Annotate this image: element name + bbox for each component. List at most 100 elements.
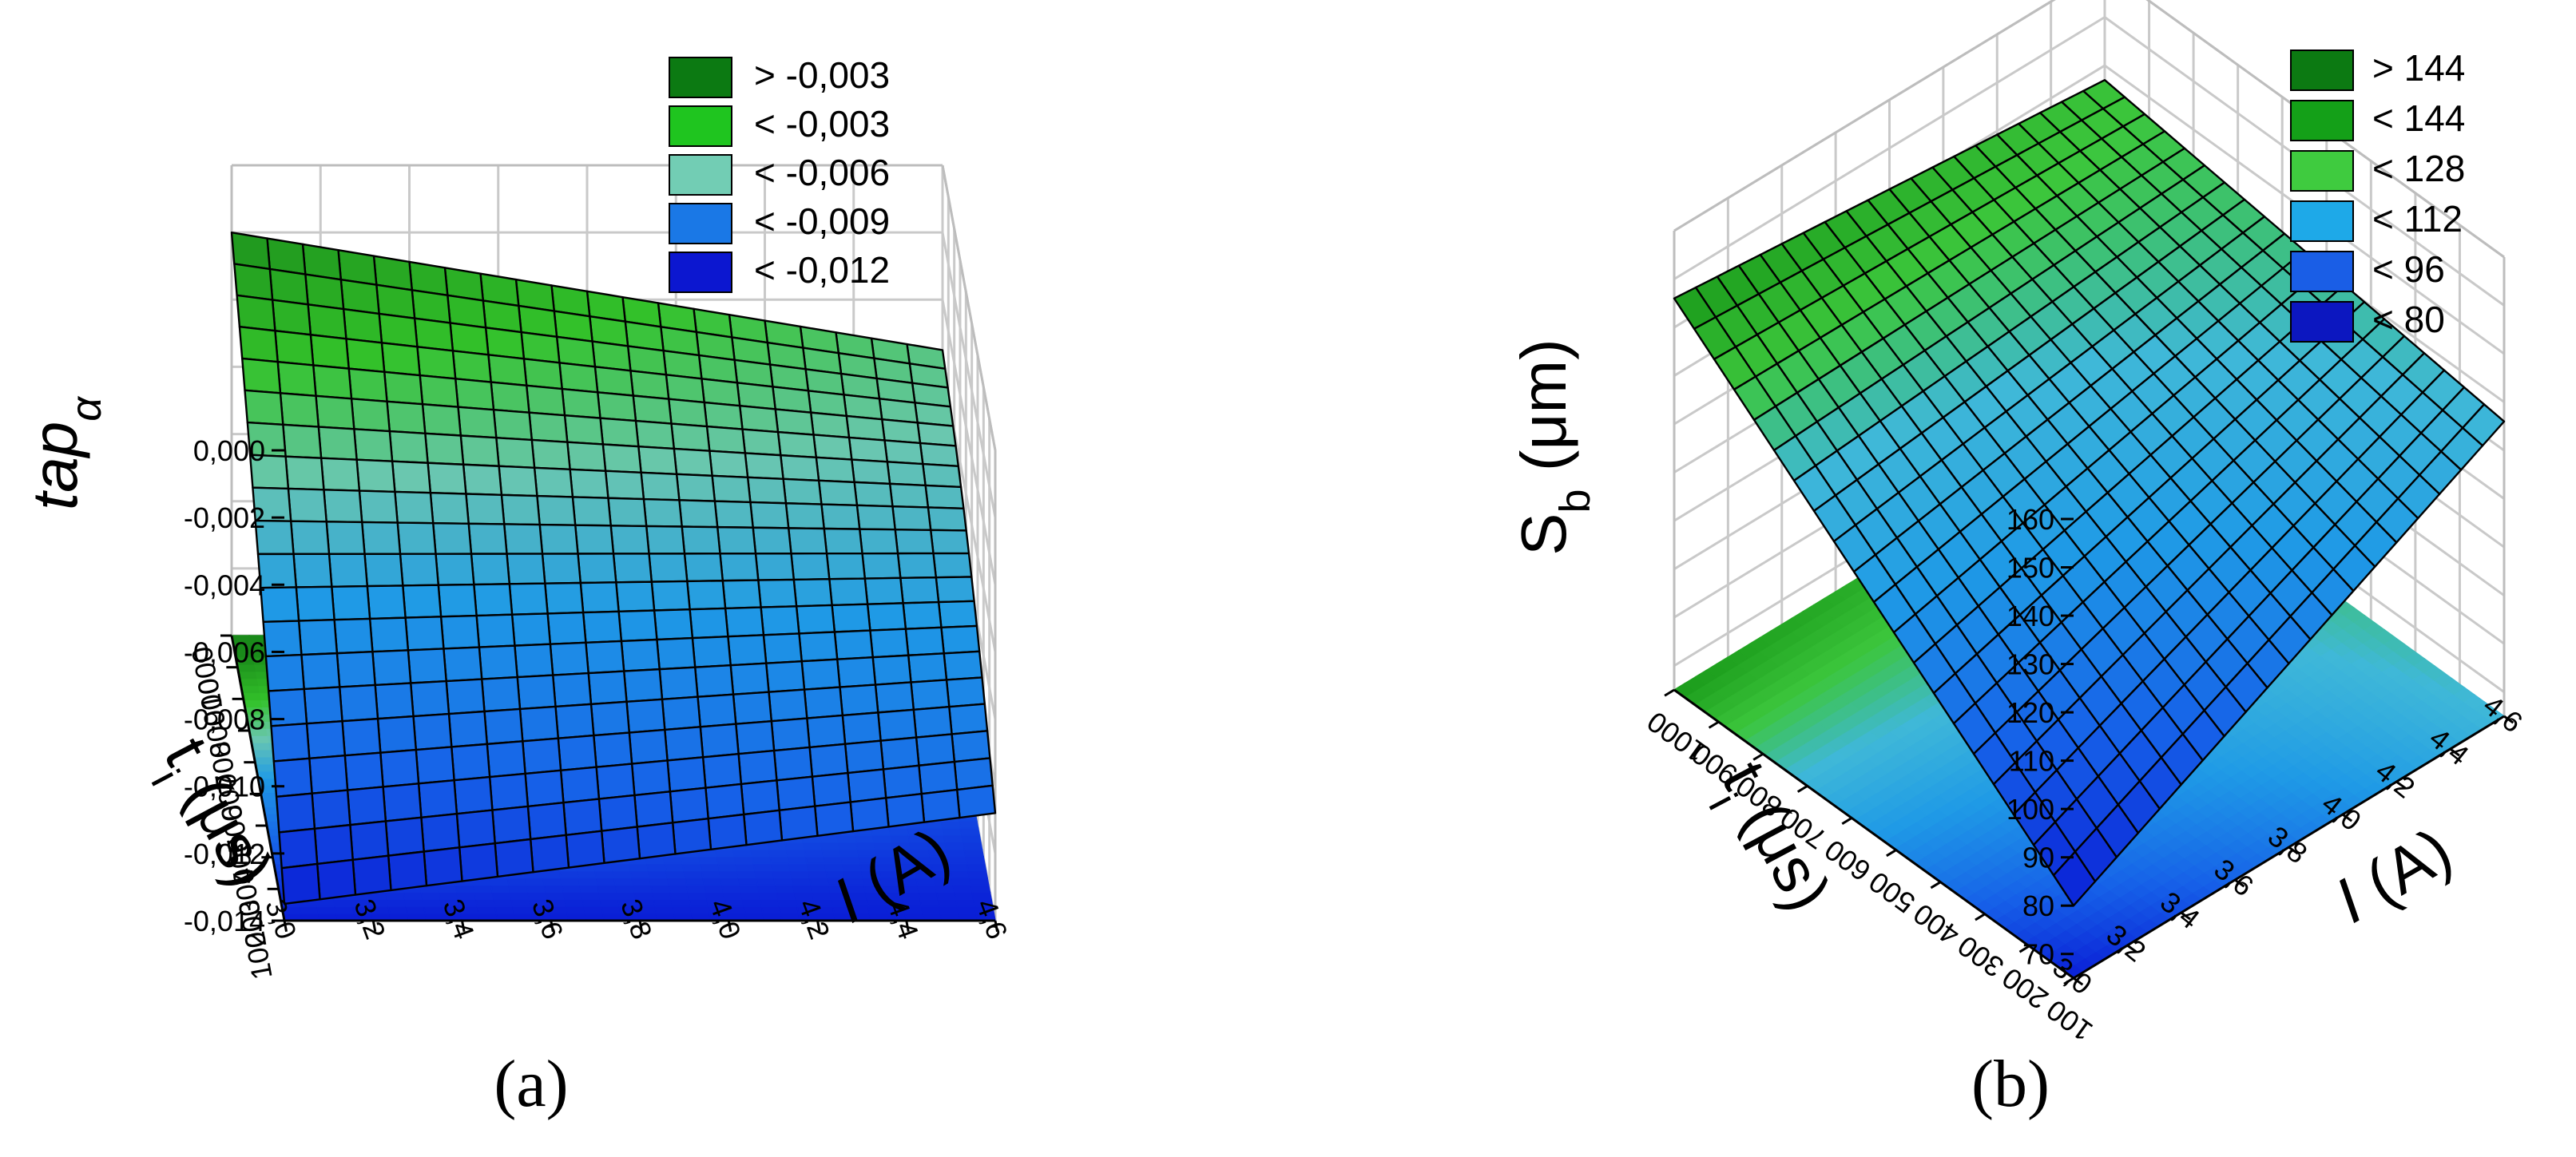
floor-cell (758, 891, 779, 900)
floor-cell (810, 884, 832, 894)
surface-cell (918, 760, 959, 795)
surface-cell (383, 370, 424, 406)
surface-cell (633, 790, 674, 828)
floor-cell (822, 855, 843, 865)
floor-cell (733, 855, 755, 865)
y-tick-mark (1664, 688, 1675, 697)
surface-cell (268, 267, 309, 306)
floor-cell (386, 898, 407, 907)
surface-cell (620, 638, 661, 672)
surface-cell (760, 605, 800, 636)
x-tick-mark (727, 920, 732, 933)
surface-cell (737, 749, 778, 786)
floor-cell (594, 870, 615, 879)
surface-cell (855, 504, 896, 531)
surface-cell (792, 578, 833, 608)
surface-cell (701, 378, 741, 407)
surface-cell (562, 798, 603, 837)
y-tick-label: 500 (1863, 866, 1921, 920)
surface-cell (943, 650, 983, 681)
surface-cell (951, 730, 991, 763)
side-wall-gridline (941, 299, 997, 585)
surface-cell (327, 553, 368, 588)
surface-cell (851, 458, 891, 485)
surface-cell (948, 703, 989, 735)
surface-cell (907, 652, 948, 684)
surface-cell (772, 746, 814, 782)
surface-cell (424, 432, 465, 466)
floor-cell (494, 905, 515, 914)
floor-cell (613, 877, 634, 886)
floor-cell (836, 834, 858, 843)
surface-cell (399, 553, 439, 587)
floor-cell (565, 905, 586, 914)
floor-cell (970, 884, 991, 894)
surface-cell (494, 838, 534, 878)
surface-cell (699, 723, 740, 759)
surface-cell (803, 686, 844, 719)
surface-cell (416, 346, 457, 380)
surface-cell (825, 552, 867, 580)
surface-cell (458, 842, 499, 882)
floor-cell (785, 849, 807, 858)
z-axis-ticks: -0,014 -0,012 -0,010 -0,008 -0,006 -0,004 -0,0… (184, 434, 284, 937)
floor-cell (650, 884, 671, 894)
floor-cell (944, 842, 966, 850)
floor-cell (524, 877, 546, 886)
surface-cell (814, 801, 855, 837)
surface-cell (697, 693, 737, 728)
surface-cell (533, 466, 574, 498)
surface-cell (630, 759, 672, 797)
surface-cell (346, 786, 387, 826)
surface-cell (808, 743, 849, 778)
surface-cell (371, 649, 412, 687)
z-axis-label-main: tap (19, 422, 90, 510)
floor-cell (578, 877, 599, 886)
floor-cell (943, 834, 964, 843)
floor-cell (737, 877, 759, 886)
x-tick-mark (816, 920, 821, 933)
z-axis-label: tapα (19, 395, 110, 510)
surface-cell (374, 682, 415, 720)
floor-cell (739, 884, 760, 894)
surface-cell (270, 723, 311, 763)
floor-cell (714, 849, 736, 858)
x-tick-mark (638, 920, 644, 933)
y-tick-mark (1796, 785, 1808, 793)
surface-cell (420, 812, 461, 853)
y-axis-line (1673, 688, 2074, 980)
surface-cell (561, 387, 601, 419)
surface-cell (506, 553, 546, 585)
floor-cell (664, 862, 685, 872)
legend-swatch (2290, 100, 2354, 141)
surface-cell (831, 603, 871, 633)
surface-cell (268, 687, 308, 727)
surface-cell (331, 584, 371, 621)
surface-cell (402, 584, 443, 619)
surface-cell (910, 679, 951, 711)
surface-cell (308, 755, 349, 794)
surface-cell (439, 614, 481, 650)
surface-cell (380, 342, 421, 377)
surface-cell (295, 585, 335, 622)
surface-cell (743, 809, 784, 846)
legend-label: > -0,003 (754, 54, 890, 96)
surface-cell (451, 743, 491, 782)
floor-cell (631, 877, 652, 886)
legend-swatch (2290, 301, 2354, 343)
floor-cell (716, 855, 737, 865)
surface-cell (922, 462, 963, 489)
z-tick-label: 150 (2006, 552, 2054, 584)
surface-cell (927, 506, 967, 532)
surface-cell (869, 628, 910, 659)
floor-cell (541, 870, 562, 879)
floor-cell (804, 855, 826, 865)
surface-cell (650, 580, 691, 612)
surface-cell (290, 520, 331, 556)
surface-cell (741, 428, 782, 457)
surface-cell (325, 521, 366, 555)
surface-cell (427, 462, 467, 495)
surface-cell (735, 719, 776, 755)
x-tick-mark (2449, 747, 2460, 757)
y-tick-mark (2018, 945, 2030, 953)
